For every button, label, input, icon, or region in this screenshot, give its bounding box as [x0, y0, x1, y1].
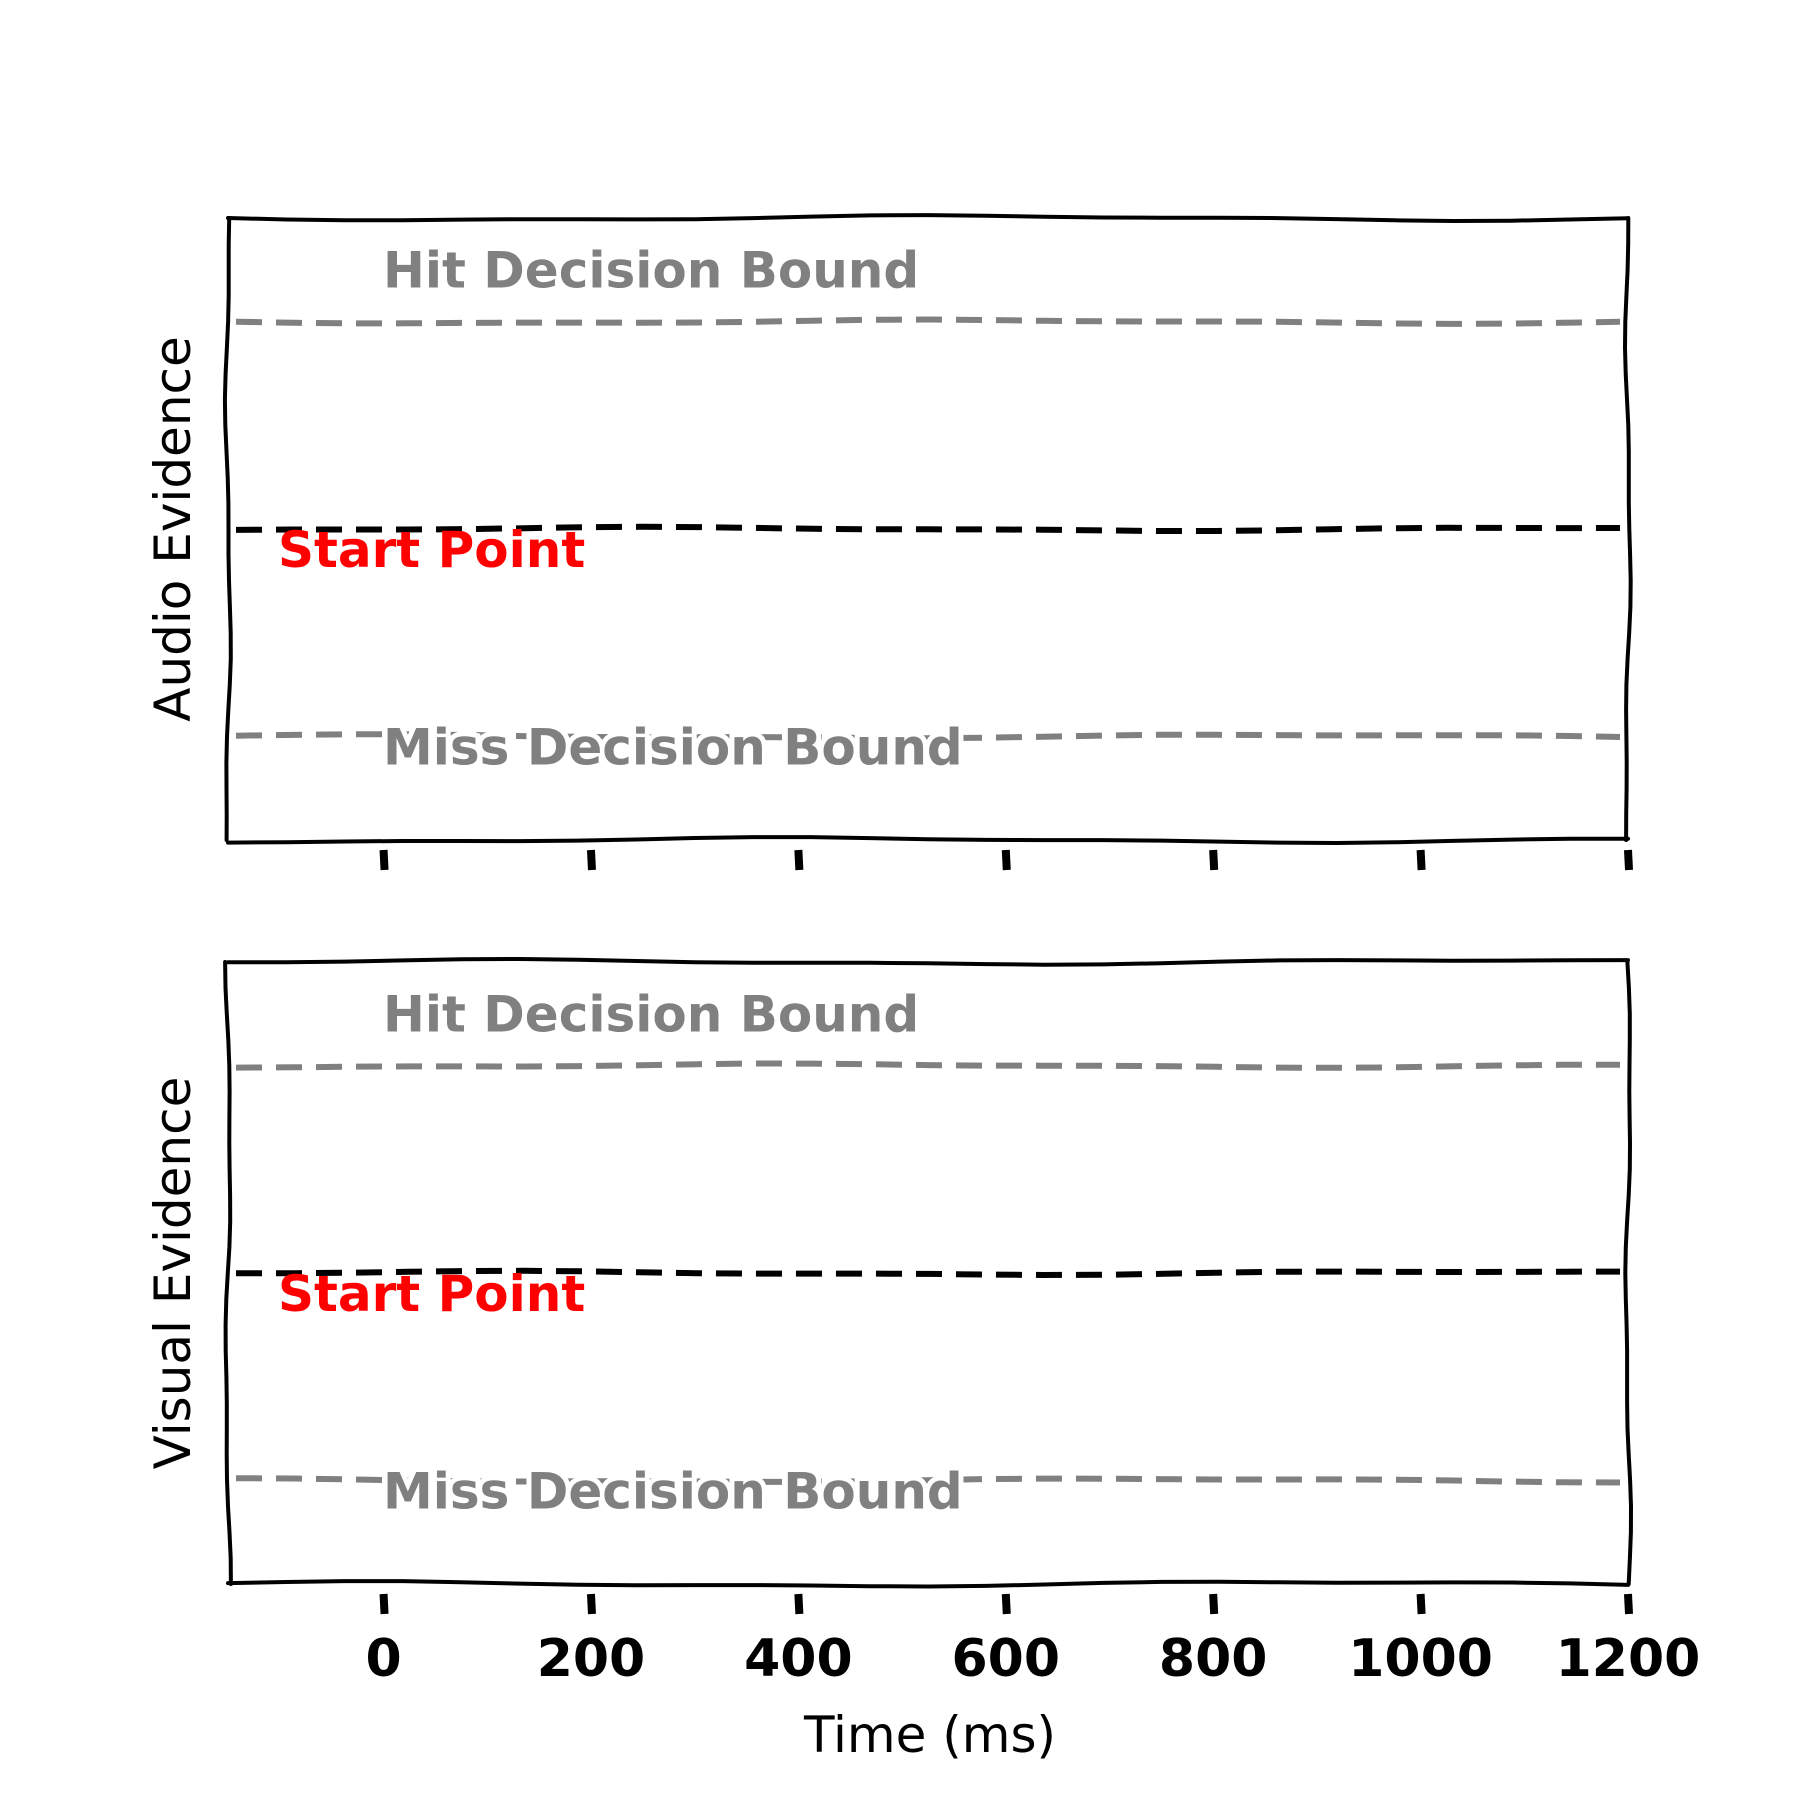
- x-tick-label-200: 200: [537, 1629, 646, 1689]
- start-line: [236, 1267, 1621, 1279]
- frame-left: [222, 216, 233, 842]
- miss-bound-label: Miss Decision Bound: [383, 1462, 963, 1520]
- x-tick-label-800: 800: [1159, 1629, 1268, 1689]
- x-tick-label-0: 0: [365, 1629, 401, 1689]
- x-tick-400: [794, 849, 804, 871]
- frame-bottom: [226, 1579, 1630, 1589]
- frame-bottom: [226, 835, 1630, 846]
- start-point-label: Start Point: [278, 1265, 585, 1323]
- hit-bound-label: Hit Decision Bound: [383, 242, 919, 300]
- miss-bound-line: [235, 1475, 1621, 1486]
- frame-top: [226, 956, 1630, 967]
- x-tick-1200: [1624, 1593, 1633, 1615]
- hit-bound-line: [235, 1060, 1620, 1071]
- panel-top: Hit Decision Bound Start Point Miss Decisi…: [144, 213, 1633, 871]
- miss-bound-label: Miss Decision Bound: [383, 718, 963, 776]
- frame-top: [226, 213, 1630, 224]
- panel-bottom: Hit Decision Bound Start Point Miss Decisi…: [144, 956, 1701, 1689]
- x-tick-800: [1209, 849, 1219, 871]
- x-tick-0: [379, 849, 389, 871]
- y-axis-label: Visual Evidence: [144, 1077, 202, 1470]
- x-tick-800: [1209, 1593, 1219, 1615]
- x-tick-200: [586, 849, 596, 871]
- x-tick-label-1000: 1000: [1348, 1629, 1493, 1689]
- frame-right: [1623, 960, 1634, 1586]
- y-axis-label: Audio Evidence: [144, 336, 202, 722]
- miss-bound-line: [235, 731, 1621, 742]
- start-line: [235, 523, 1621, 534]
- x-tick-label-1200: 1200: [1556, 1629, 1701, 1689]
- x-tick-1200: [1624, 849, 1633, 871]
- x-tick-0: [379, 1593, 389, 1615]
- frame-right: [1622, 216, 1633, 842]
- x-tick-1000: [1416, 1593, 1426, 1615]
- x-tick-400: [794, 1593, 804, 1615]
- x-tick-1000: [1416, 849, 1426, 871]
- hit-bound-line: [235, 316, 1621, 327]
- x-tick-600: [1001, 1593, 1011, 1615]
- x-tick-label-600: 600: [952, 1629, 1061, 1689]
- hit-bound-label: Hit Decision Bound: [383, 986, 919, 1044]
- x-tick-200: [586, 1593, 596, 1615]
- x-tick-600: [1001, 849, 1011, 871]
- frame-left: [223, 960, 233, 1586]
- x-tick-label-400: 400: [744, 1629, 853, 1689]
- start-point-label: Start Point: [278, 521, 585, 579]
- x-axis-label: Time (ms): [803, 1706, 1056, 1764]
